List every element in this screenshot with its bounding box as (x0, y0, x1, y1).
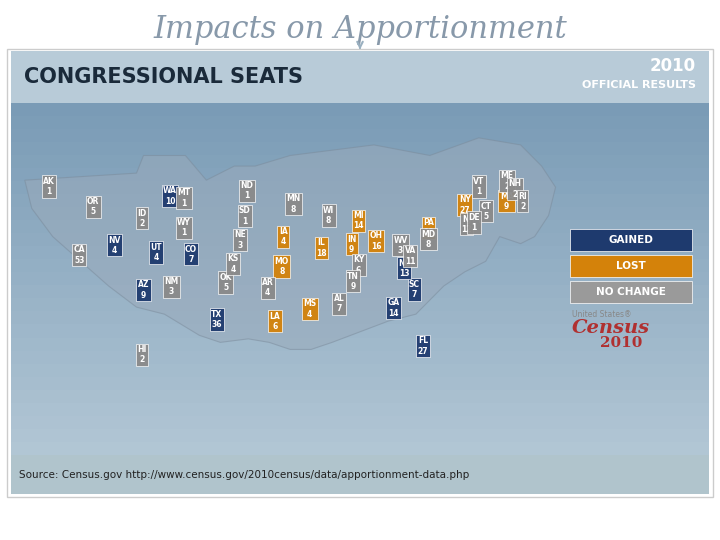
Text: FL
27: FL 27 (418, 336, 428, 356)
Text: VA
11: VA 11 (405, 246, 416, 266)
Text: CONGRESSIONAL SEATS: CONGRESSIONAL SEATS (24, 67, 302, 87)
Text: RI
2: RI 2 (518, 192, 527, 211)
Text: AZ
9: AZ 9 (138, 280, 149, 300)
Text: NC
13: NC 13 (398, 259, 410, 278)
Text: NO CHANGE: NO CHANGE (595, 287, 665, 298)
Text: GAINED: GAINED (608, 235, 653, 245)
Text: ID
2: ID 2 (138, 208, 147, 228)
Bar (11, 246, 709, 259)
Bar (11, 363, 709, 377)
Text: Source: Census.gov http://www.census.gov/2010census/data/apportionment-data.php: Source: Census.gov http://www.census.gov… (19, 470, 469, 480)
Text: NM
3: NM 3 (164, 277, 179, 296)
Text: MT
1: MT 1 (177, 188, 191, 207)
Text: NJ
12: NJ 12 (462, 214, 472, 234)
Bar (570, 281, 692, 303)
Bar (11, 442, 709, 455)
Text: KS
4: KS 4 (228, 254, 238, 274)
Text: OR
5: OR 5 (87, 197, 99, 217)
Text: MI
14: MI 14 (354, 211, 364, 231)
Text: 2010: 2010 (600, 336, 642, 350)
Text: WI
8: WI 8 (323, 206, 334, 225)
Text: KY
6: KY 6 (353, 255, 364, 274)
Text: NH
2: NH 2 (508, 179, 521, 199)
Text: CA
53: CA 53 (73, 245, 85, 265)
Text: IN
9: IN 9 (347, 235, 356, 254)
Text: TN
9: TN 9 (347, 272, 359, 291)
Bar (11, 312, 709, 325)
Text: PA
18: PA 18 (423, 218, 434, 238)
Bar (11, 468, 709, 481)
Text: Census: Census (572, 319, 649, 338)
Text: AR
4: AR 4 (262, 278, 274, 298)
Bar (11, 141, 709, 155)
Text: United States®: United States® (572, 309, 631, 319)
Text: IL
18: IL 18 (316, 238, 327, 258)
Text: MD
8: MD 8 (421, 230, 436, 249)
Bar (11, 155, 709, 168)
Bar (11, 51, 709, 103)
Bar (11, 116, 709, 129)
Polygon shape (24, 138, 556, 349)
Text: Impacts on Apportionment: Impacts on Apportionment (153, 14, 567, 45)
Text: HI
2: HI 2 (138, 345, 147, 364)
Text: GA
14: GA 14 (387, 298, 400, 318)
Bar (11, 350, 709, 363)
Text: ME
2: ME 2 (500, 171, 513, 191)
Text: OH
16: OH 16 (369, 231, 382, 251)
Text: 2010: 2010 (650, 57, 696, 75)
Text: TX
36: TX 36 (211, 310, 222, 329)
Text: MA
9: MA 9 (500, 192, 513, 211)
Text: VT
1: VT 1 (473, 177, 485, 196)
Text: IA
4: IA 4 (279, 227, 287, 246)
Bar (11, 220, 709, 233)
Bar (11, 455, 709, 494)
Text: LA
6: LA 6 (269, 312, 280, 331)
Text: MN
8: MN 8 (287, 194, 301, 214)
Bar (11, 377, 709, 390)
Bar (11, 181, 709, 194)
Text: NV
4: NV 4 (108, 236, 120, 255)
Text: OFFICIAL RESULTS: OFFICIAL RESULTS (582, 80, 696, 90)
Text: CO
7: CO 7 (185, 245, 197, 264)
Text: SC
7: SC 7 (409, 280, 420, 299)
Text: SD
1: SD 1 (239, 206, 251, 226)
Bar (11, 194, 709, 207)
Text: AL
7: AL 7 (333, 294, 344, 313)
Bar (11, 207, 709, 220)
Bar (11, 325, 709, 338)
Text: LOST: LOST (616, 261, 646, 271)
Text: WV
3: WV 3 (393, 236, 408, 255)
Text: MS
4: MS 4 (303, 299, 316, 319)
Bar (11, 103, 709, 116)
Bar (7, 49, 713, 497)
Bar (570, 229, 692, 251)
Bar (11, 285, 709, 298)
Text: OK
5: OK 5 (220, 273, 232, 292)
Text: AK
1: AK 1 (43, 177, 55, 196)
Text: WY
1: WY 1 (177, 218, 191, 238)
Text: UT
4: UT 4 (150, 243, 162, 262)
Bar (11, 455, 709, 468)
Text: WA
10: WA 10 (163, 186, 177, 206)
Bar (11, 298, 709, 312)
Text: ND
1: ND 1 (240, 181, 253, 200)
Bar (11, 403, 709, 416)
Text: NY
27: NY 27 (459, 195, 471, 214)
Bar (11, 129, 709, 142)
Bar (11, 233, 709, 246)
Bar (11, 416, 709, 429)
Text: MO
8: MO 8 (274, 257, 289, 276)
Bar (11, 168, 709, 181)
Bar (11, 338, 709, 350)
Text: CT
5: CT 5 (480, 201, 491, 221)
Bar (11, 481, 709, 494)
Text: NE
3: NE 3 (234, 231, 246, 250)
Bar (11, 259, 709, 272)
Bar (11, 272, 709, 285)
Bar (570, 255, 692, 277)
Text: DE
1: DE 1 (468, 213, 480, 232)
Bar (11, 390, 709, 403)
Bar (11, 429, 709, 442)
